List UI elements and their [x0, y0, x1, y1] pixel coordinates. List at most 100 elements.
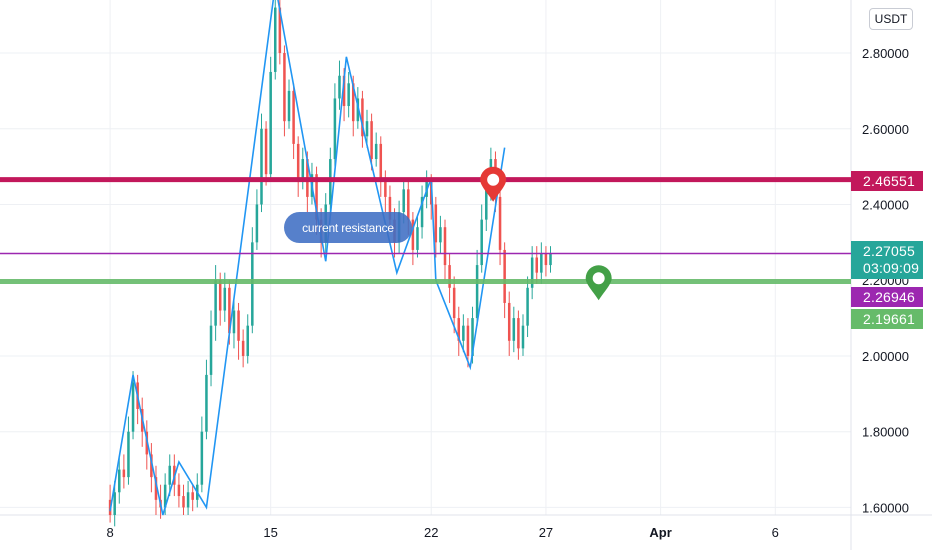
candle-body: [402, 189, 405, 213]
candle: [457, 306, 461, 356]
candle-body: [333, 98, 337, 160]
candle: [296, 136, 300, 197]
candle: [214, 265, 217, 341]
candle: [448, 253, 451, 303]
candle: [154, 465, 158, 515]
candle-body: [549, 253, 552, 266]
candle: [434, 196, 438, 258]
candle: [122, 454, 126, 489]
candle: [361, 90, 364, 148]
candle: [475, 249, 479, 326]
candle-body: [131, 382, 135, 432]
candle: [462, 314, 465, 353]
currency-unit-button[interactable]: USDT: [869, 8, 913, 30]
price-tick-label: 1.80000: [862, 425, 909, 440]
candle: [118, 458, 121, 504]
candle-body: [471, 318, 474, 356]
price-tick-label: 2.00000: [862, 349, 909, 364]
candle-body: [168, 465, 172, 485]
candle: [439, 215, 442, 254]
candle-body: [407, 189, 410, 220]
candle-body: [177, 484, 181, 497]
candle-body: [517, 318, 520, 349]
candle-body: [246, 325, 249, 356]
candle-body: [218, 280, 222, 311]
candle: [544, 246, 548, 277]
candle-body: [292, 90, 295, 144]
candle-body: [241, 340, 245, 356]
candle: [512, 306, 516, 353]
candle-body: [200, 431, 204, 485]
candle-body: [296, 143, 300, 182]
candle-body: [443, 227, 447, 266]
candle-body: [278, 7, 282, 54]
candle: [191, 484, 194, 512]
candle: [333, 83, 337, 167]
candle-body: [182, 496, 185, 508]
candle: [507, 291, 511, 356]
candle: [131, 371, 135, 440]
candle-body: [205, 374, 208, 432]
candle: [411, 212, 415, 266]
price-tick-label: 2.40000: [862, 197, 909, 212]
candle-body: [338, 75, 341, 99]
candle: [480, 204, 483, 273]
candle: [150, 443, 153, 493]
candle: [521, 314, 525, 356]
candle-body: [374, 143, 378, 160]
candle: [416, 215, 419, 258]
candle: [287, 79, 291, 129]
candle-body: [228, 287, 231, 334]
green-marker-icon: [585, 265, 612, 301]
candle: [237, 302, 240, 360]
last-price-tag: 2.27055 03:09:09: [851, 241, 923, 279]
candle-body: [287, 90, 291, 122]
candle-body: [283, 53, 286, 122]
candle-body: [448, 265, 451, 288]
candle-body: [457, 318, 461, 341]
candle-body: [521, 325, 525, 349]
candle-body: [370, 121, 373, 160]
candle: [168, 454, 172, 497]
candle-body: [232, 310, 236, 334]
current-resistance-callout[interactable]: current resistance: [284, 212, 412, 243]
red-marker-icon: [480, 166, 507, 202]
marker-pin-hole: [592, 272, 605, 285]
candle-body: [540, 253, 543, 273]
time-tick-label: 8: [106, 525, 113, 540]
candle-body: [462, 325, 465, 341]
candles: [108, 0, 552, 527]
candle: [338, 60, 341, 110]
candle: [526, 276, 529, 338]
candle-body: [361, 98, 364, 137]
candle: [517, 310, 520, 360]
price-tick-label: 2.60000: [862, 122, 909, 137]
candle-body: [154, 477, 158, 500]
candle: [269, 56, 272, 182]
candle-body: [480, 219, 483, 266]
candle-body: [365, 121, 369, 137]
candle-body: [544, 253, 548, 266]
last-price-label: 2.27055: [863, 243, 916, 259]
support-price-tag: 2.19661: [851, 309, 923, 329]
candle-body: [315, 174, 318, 220]
candle-body: [530, 257, 534, 288]
candle: [347, 71, 350, 118]
price-tick-label: 1.60000: [862, 500, 909, 515]
candle-body: [251, 242, 254, 326]
candle: [127, 416, 130, 485]
candle-body: [150, 454, 153, 478]
candle-body: [264, 128, 268, 175]
candle: [260, 113, 263, 213]
current-level-price-label: 2.26946: [863, 289, 916, 305]
candle: [420, 185, 424, 239]
candle-body: [416, 227, 419, 250]
candle-body: [526, 287, 529, 326]
candle: [232, 299, 236, 349]
time-tick-label: 6: [772, 525, 779, 540]
current-level-price-tag: 2.26946: [851, 287, 923, 307]
candle-body: [209, 325, 213, 375]
candle-body: [163, 484, 167, 508]
